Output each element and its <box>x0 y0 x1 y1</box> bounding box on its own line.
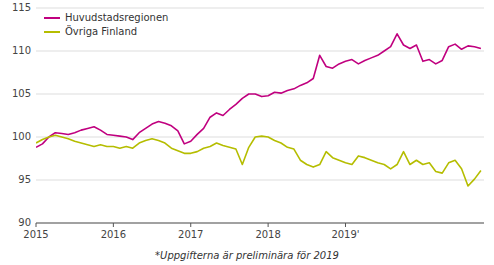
grid-line <box>36 8 484 9</box>
chart: 90 95 100 105 110 115 2015 2016 2017 2018 2019' Huv… <box>0 0 494 265</box>
legend-label: Huvudstadsregionen <box>65 12 168 23</box>
x-tick <box>36 223 37 227</box>
legend-label: Övriga Finland <box>65 25 137 37</box>
x-tick-label: 2015 <box>23 229 48 240</box>
x-tick-label: 2016 <box>101 229 126 240</box>
x-tick-label: 2019' <box>331 229 359 240</box>
grid-line <box>36 51 484 52</box>
series-line <box>36 34 481 148</box>
y-tick-label: 100 <box>12 131 31 142</box>
series-line <box>36 135 481 186</box>
y-tick-label: 90 <box>18 217 31 228</box>
grid-line <box>36 180 484 181</box>
y-grid <box>36 8 484 223</box>
legend-swatch <box>44 31 60 33</box>
footnote: *Uppgifterna är preliminära för 2019 <box>155 250 339 261</box>
y-tick-label: 95 <box>18 174 31 185</box>
x-tick <box>113 223 114 227</box>
x-axis-line <box>36 223 484 224</box>
x-tick <box>190 223 191 227</box>
y-tick-label: 115 <box>12 2 31 13</box>
x-tick <box>268 223 269 227</box>
x-tick <box>345 223 346 227</box>
lines <box>36 34 481 186</box>
grid-line <box>36 94 484 95</box>
legend-swatch <box>44 17 60 19</box>
x-tick-label: 2017 <box>178 229 203 240</box>
y-tick-label: 105 <box>12 88 31 99</box>
y-tick-label: 110 <box>12 45 31 56</box>
legend: Huvudstadsregionen Övriga Finland <box>44 12 168 37</box>
x-tick-label: 2018 <box>255 229 280 240</box>
grid-line <box>36 223 484 224</box>
